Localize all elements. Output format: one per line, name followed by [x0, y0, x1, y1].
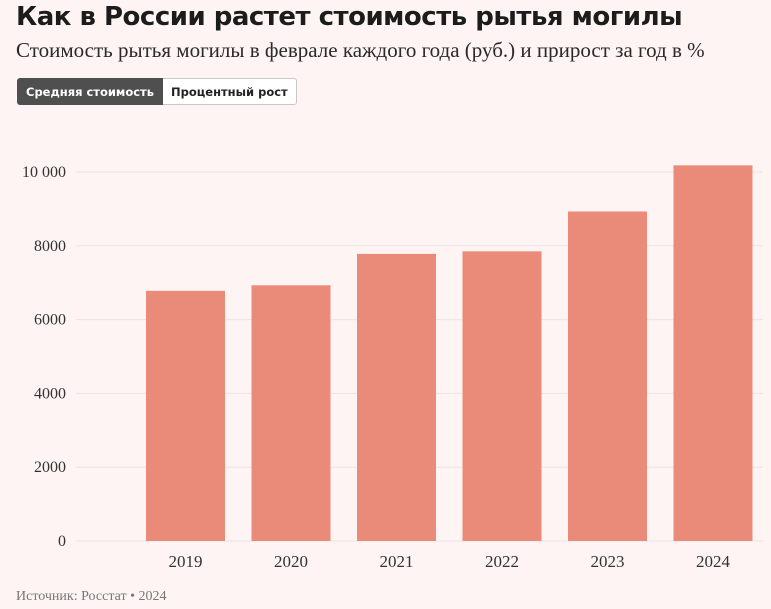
y-tick-label: 6000	[34, 312, 66, 329]
x-tick-label: 2021	[380, 552, 414, 571]
chart-subtitle: Стоимость рытья могилы в феврале каждого…	[16, 38, 705, 62]
x-tick-label: 2019	[169, 552, 203, 571]
y-tick-label: 4000	[34, 385, 66, 402]
chart-title: Как в России растет стоимость рытья моги…	[16, 2, 683, 32]
y-tick-label: 0	[58, 533, 66, 550]
bar-2024[interactable]	[673, 165, 753, 541]
x-tick-label: 2024	[696, 552, 731, 571]
source-note: Источник: Росстат • 2024	[16, 589, 167, 604]
x-tick-label: 2022	[485, 552, 519, 571]
tab-average-cost[interactable]: Средняя стоимость	[17, 78, 163, 105]
bar-2023[interactable]	[568, 211, 647, 541]
view-tabs: Средняя стоимость Процентный рост	[17, 78, 297, 105]
y-tick-label: 10 000	[22, 164, 66, 181]
bar-2019[interactable]	[146, 290, 225, 541]
tab-percent-growth[interactable]: Процентный рост	[162, 78, 297, 105]
bar-2021[interactable]	[357, 253, 436, 541]
y-tick-label: 2000	[34, 459, 66, 476]
bar-chart: 0 2000 4000 6000 8000 10 000 2019 2020 2021 2022 2…	[22, 164, 763, 571]
y-tick-label: 8000	[34, 238, 66, 255]
x-tick-label: 2020	[274, 552, 308, 571]
bar-2020[interactable]	[251, 285, 331, 541]
x-tick-label: 2023	[591, 552, 625, 571]
bar-2022[interactable]	[462, 251, 542, 541]
